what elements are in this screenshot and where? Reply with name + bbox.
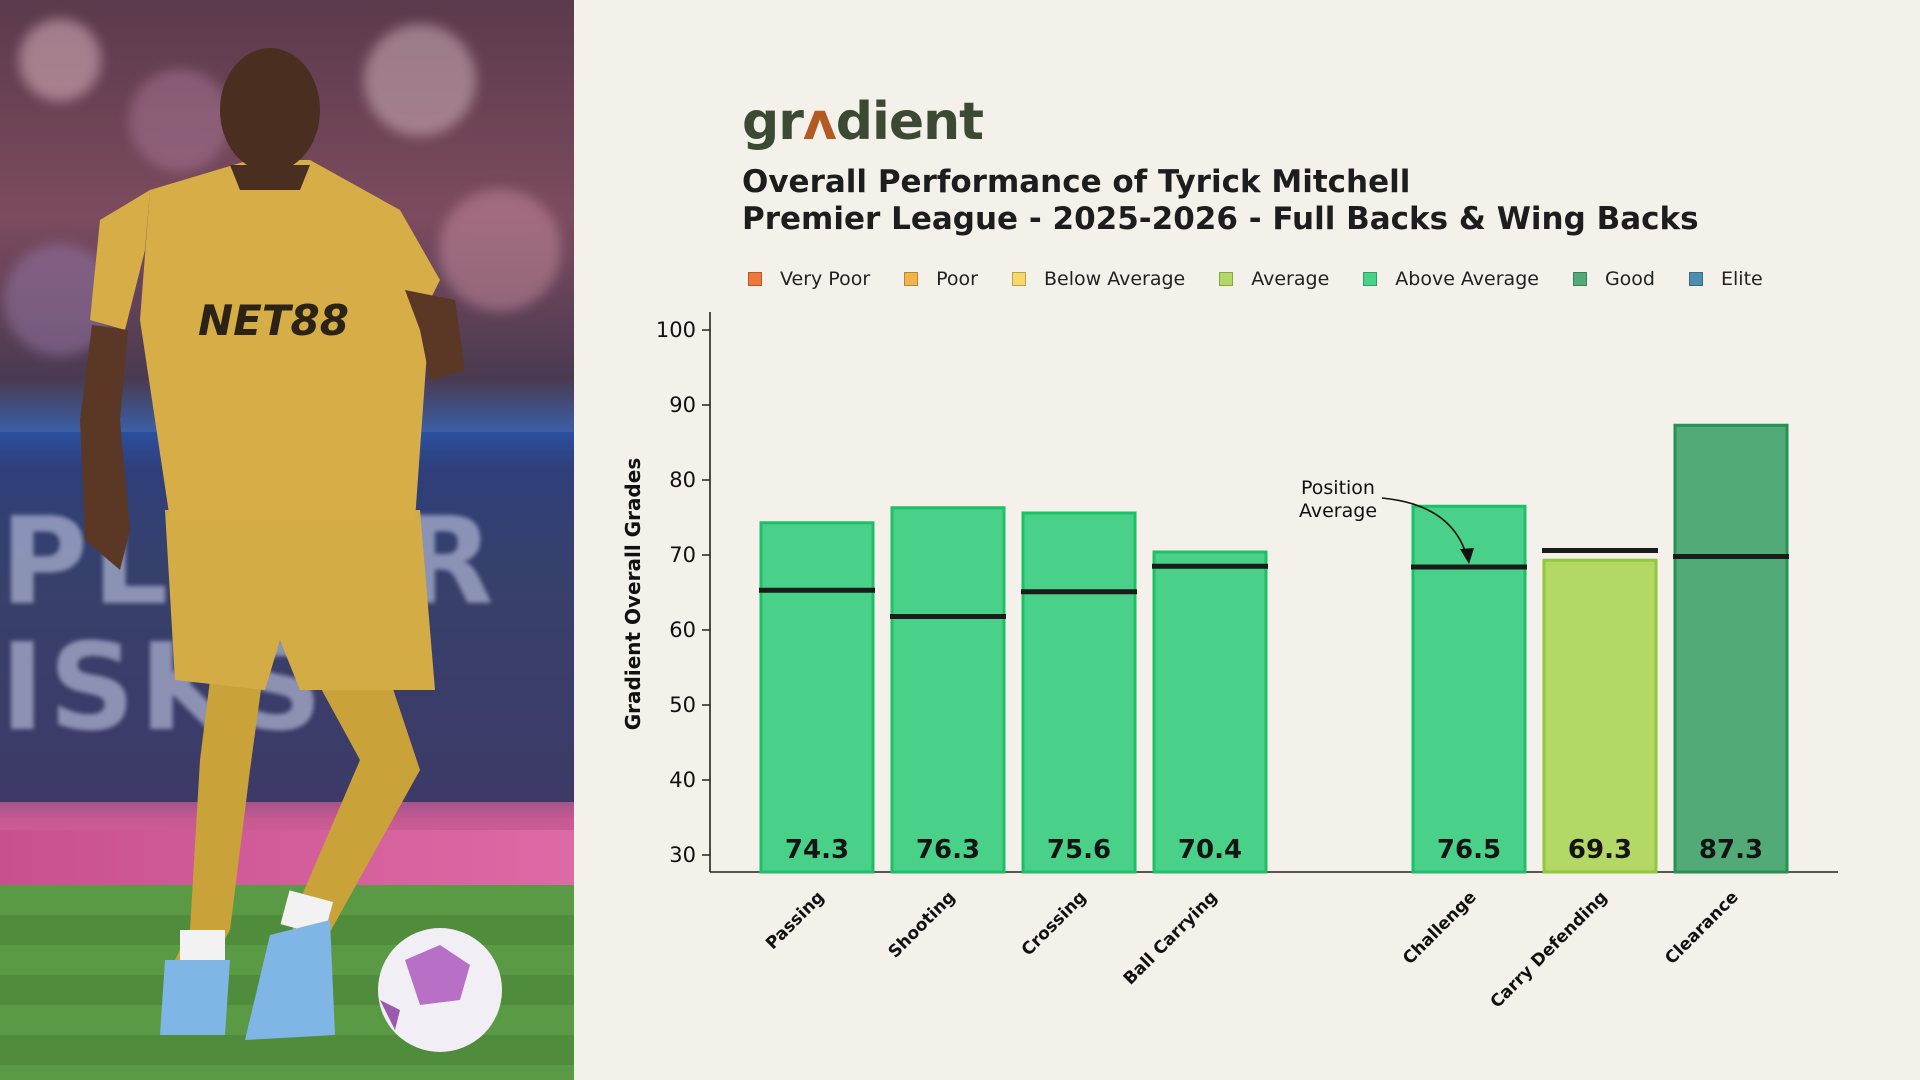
y-tick-label: 40 [669, 768, 696, 792]
logo-suffix: dient [835, 92, 984, 152]
bar-passing [759, 521, 875, 874]
annotation-line2: Average [1299, 500, 1377, 522]
legend-label: Above Average [1395, 268, 1539, 290]
y-axis-label: Gradient Overall Grades [621, 458, 645, 730]
bar-value-label: 76.5 [1437, 835, 1501, 865]
x-tick-label: Clearance [1661, 887, 1742, 968]
bar-value-label: 69.3 [1568, 835, 1632, 865]
bar-shooting [890, 506, 1006, 874]
y-tick-label: 80 [669, 468, 696, 492]
legend-label: Average [1251, 268, 1330, 290]
x-tick-label: Crossing [1018, 887, 1091, 960]
legend-swatch [1219, 272, 1234, 286]
bar-ball-carrying [1152, 550, 1268, 874]
y-tick-label: 60 [669, 618, 696, 642]
bar-value-label: 76.3 [916, 835, 980, 865]
bar-carry-defending [1542, 558, 1658, 874]
legend-swatch [1572, 272, 1587, 286]
bar-value-label: 74.3 [785, 835, 849, 865]
x-tick-label: Shooting [885, 887, 960, 962]
legend-swatch [1689, 272, 1703, 286]
legend-label: Good [1604, 268, 1655, 290]
logo-accent: ʌ [802, 92, 837, 152]
player-photo: PLU ER ISKS NET88 [0, 0, 574, 1080]
legend-item: Good [1572, 268, 1655, 290]
legend-swatch [904, 272, 919, 286]
chart-title-line2: Premier League - 2025-2026 - Full Backs … [742, 201, 1699, 237]
legend-label: Below Average [1044, 268, 1186, 290]
legend-label: Very Poor [780, 268, 871, 290]
annotation-line1: Position [1301, 477, 1375, 499]
legend-swatch [1363, 272, 1378, 286]
x-tick-label: Carry Defending [1487, 887, 1612, 1012]
y-tick-label: 100 [656, 318, 696, 342]
bar-value-label: 87.3 [1699, 835, 1763, 865]
legend-item: Poor [904, 268, 978, 290]
legend-item: Above Average [1363, 268, 1539, 290]
advertising-board [0, 830, 574, 890]
bar-value-label: 70.4 [1178, 835, 1242, 865]
bar-crossing [1021, 511, 1137, 874]
legend-item: Elite [1689, 268, 1763, 290]
bar-value-label: 75.6 [1047, 835, 1111, 865]
chart-title-line1: Overall Performance of Tyrick Mitchell [742, 164, 1411, 200]
x-tick-label: Challenge [1399, 887, 1480, 968]
y-tick-label: 30 [669, 843, 696, 867]
x-tick-label: Passing [762, 887, 828, 953]
brand-logo: grʌdient [742, 92, 984, 152]
legend-swatch [748, 272, 762, 286]
x-tick-label: Ball Carrying [1120, 887, 1222, 989]
player-figure: NET88 [80, 48, 502, 1052]
y-tick-label: 70 [669, 543, 696, 567]
legend-item: Average [1219, 268, 1329, 290]
shirt-sponsor: NET88 [198, 296, 349, 345]
bar-clearance [1673, 423, 1789, 874]
chart-title: Overall Performance of Tyrick Mitchell P… [742, 164, 1699, 238]
legend-item: Below Average [1012, 268, 1185, 290]
y-tick-label: 90 [669, 393, 696, 417]
legend-label: Elite [1721, 268, 1763, 290]
logo-prefix: gr [742, 92, 804, 152]
legend-label: Poor [936, 268, 978, 290]
legend-item: Very Poor [748, 268, 870, 290]
annotation-arrowhead [1460, 548, 1474, 564]
legend-swatch [1012, 272, 1026, 286]
chart-legend: Very Poor Poor Below Average Average Above A… [748, 268, 1797, 290]
y-tick-label: 50 [669, 693, 696, 717]
